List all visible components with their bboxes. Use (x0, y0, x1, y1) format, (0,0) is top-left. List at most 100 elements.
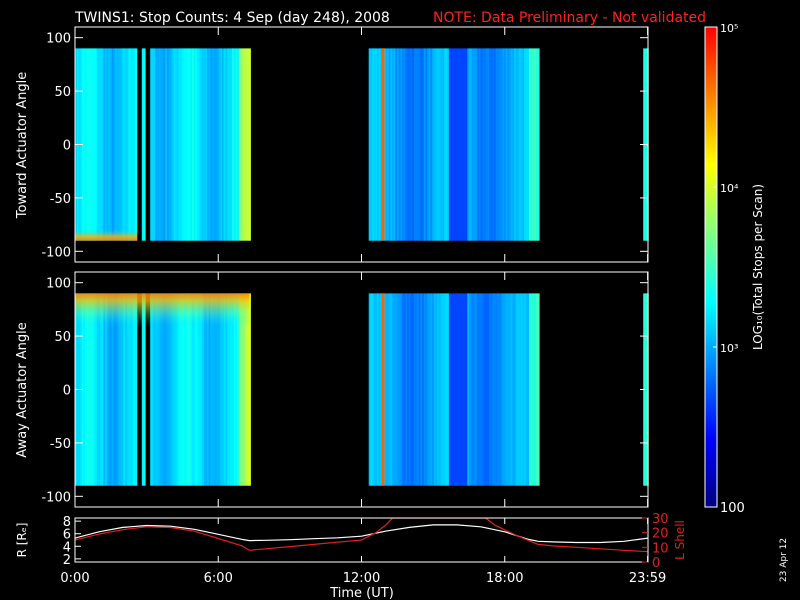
heatmap-column (443, 293, 446, 486)
heatmap-column (517, 293, 520, 486)
heatmap-column (442, 48, 445, 241)
heatmap-column (509, 293, 512, 486)
colorbar-tick-label: 10⁵ (720, 22, 738, 35)
heatmap-column (173, 48, 176, 241)
heatmap-column (153, 48, 156, 241)
heatmap-column (235, 48, 238, 241)
heatmap-column (210, 48, 213, 241)
heatmap-column (527, 48, 530, 241)
y-tick-label: -50 (50, 437, 71, 452)
heatmap-column (385, 293, 388, 486)
heatmap-column (462, 48, 465, 241)
heatmap-column (141, 48, 144, 241)
heatmap-column (504, 48, 507, 241)
heatmap-column (116, 293, 119, 486)
heatmap-column (433, 293, 436, 486)
heatmap-column (393, 48, 396, 241)
heatmap-column (529, 293, 532, 486)
heatmap-column (537, 48, 540, 241)
heatmap-column (400, 293, 403, 486)
heatmap-column (155, 293, 158, 486)
heatmap-column (235, 293, 238, 486)
heatmap-column (213, 48, 216, 241)
heatmap-column (225, 48, 228, 241)
heatmap-column (453, 48, 456, 241)
heatmap-column (463, 293, 466, 486)
heatmap-column (195, 48, 198, 241)
heatmap-column (480, 48, 483, 241)
heatmap-column (412, 48, 415, 241)
y-tick-label: 0 (63, 384, 71, 399)
heatmap-column (175, 293, 178, 486)
heatmap-column (535, 293, 538, 486)
heatmap-column (215, 48, 218, 241)
heatmap-column (158, 48, 161, 241)
heatmap-column (485, 48, 488, 241)
heatmap-column (427, 48, 430, 241)
heatmap-column (105, 48, 108, 241)
heatmap-column (158, 293, 161, 486)
heatmap-column (242, 293, 245, 486)
x-tick-label: 23:59 (629, 571, 666, 586)
heatmap-column (532, 48, 535, 241)
heatmap-column (237, 48, 240, 241)
heatmap-column (178, 48, 181, 241)
heatmap-column (220, 293, 223, 486)
heatmap-column (460, 48, 463, 241)
heatmap-column (243, 48, 246, 241)
heatmap-column (173, 293, 176, 486)
heatmap-column (535, 48, 538, 241)
heatmap-column (227, 293, 230, 486)
heatmap-column (532, 293, 535, 486)
y-tick-label: 50 (54, 85, 71, 100)
preliminary-note: NOTE: Data Preliminary - Not validated (433, 10, 706, 26)
heatmap-column (370, 48, 373, 241)
heatmap-column (457, 293, 460, 486)
heatmap-column (100, 293, 103, 486)
bottom-panel-right-ylabel: L Shell (673, 520, 687, 560)
heatmap-column (238, 293, 241, 486)
heatmap-column (143, 48, 146, 241)
x-tick-label: 12:00 (343, 571, 380, 586)
heatmap-column (422, 293, 425, 486)
heatmap-column (500, 48, 503, 241)
heatmap-column (397, 293, 400, 486)
heatmap-column (388, 48, 391, 241)
heatmap-column (514, 48, 517, 241)
heatmap-column (447, 293, 450, 486)
heatmap-column (375, 293, 378, 486)
y-tick-label: 20 (652, 527, 669, 542)
x-tick-label: 6:00 (204, 571, 233, 586)
heatmap-column (120, 48, 123, 241)
heatmap-column (182, 293, 185, 486)
heatmap-column (141, 293, 144, 486)
heatmap-column (130, 48, 133, 241)
heatmap-column (388, 293, 391, 486)
heatmap-column (440, 293, 443, 486)
heatmap-column (168, 293, 171, 486)
heatmap-column (460, 293, 463, 486)
heatmap-column (519, 293, 522, 486)
heatmap-column (530, 48, 533, 241)
heatmap-column (447, 48, 450, 241)
heatmap-column (155, 48, 158, 241)
heatmap-column (507, 48, 510, 241)
heatmap-column (170, 48, 173, 241)
heatmap-column (450, 48, 453, 241)
heatmap-column (187, 48, 190, 241)
heatmap-column (433, 48, 436, 241)
heatmap-column (247, 48, 250, 241)
heatmap-column (86, 293, 89, 486)
heatmap-column (520, 293, 523, 486)
heatmap-column (372, 293, 375, 486)
heatmap-column (509, 48, 512, 241)
heatmap-column (130, 293, 133, 486)
heatmap-column (522, 293, 525, 486)
heatmap-column (203, 293, 206, 486)
heatmap-column (485, 293, 488, 486)
heatmap-column (108, 293, 111, 486)
heatmap-column (479, 48, 482, 241)
heatmap-column (126, 293, 129, 486)
colorbar-gradient (704, 26, 718, 508)
heatmap-column (115, 293, 118, 486)
